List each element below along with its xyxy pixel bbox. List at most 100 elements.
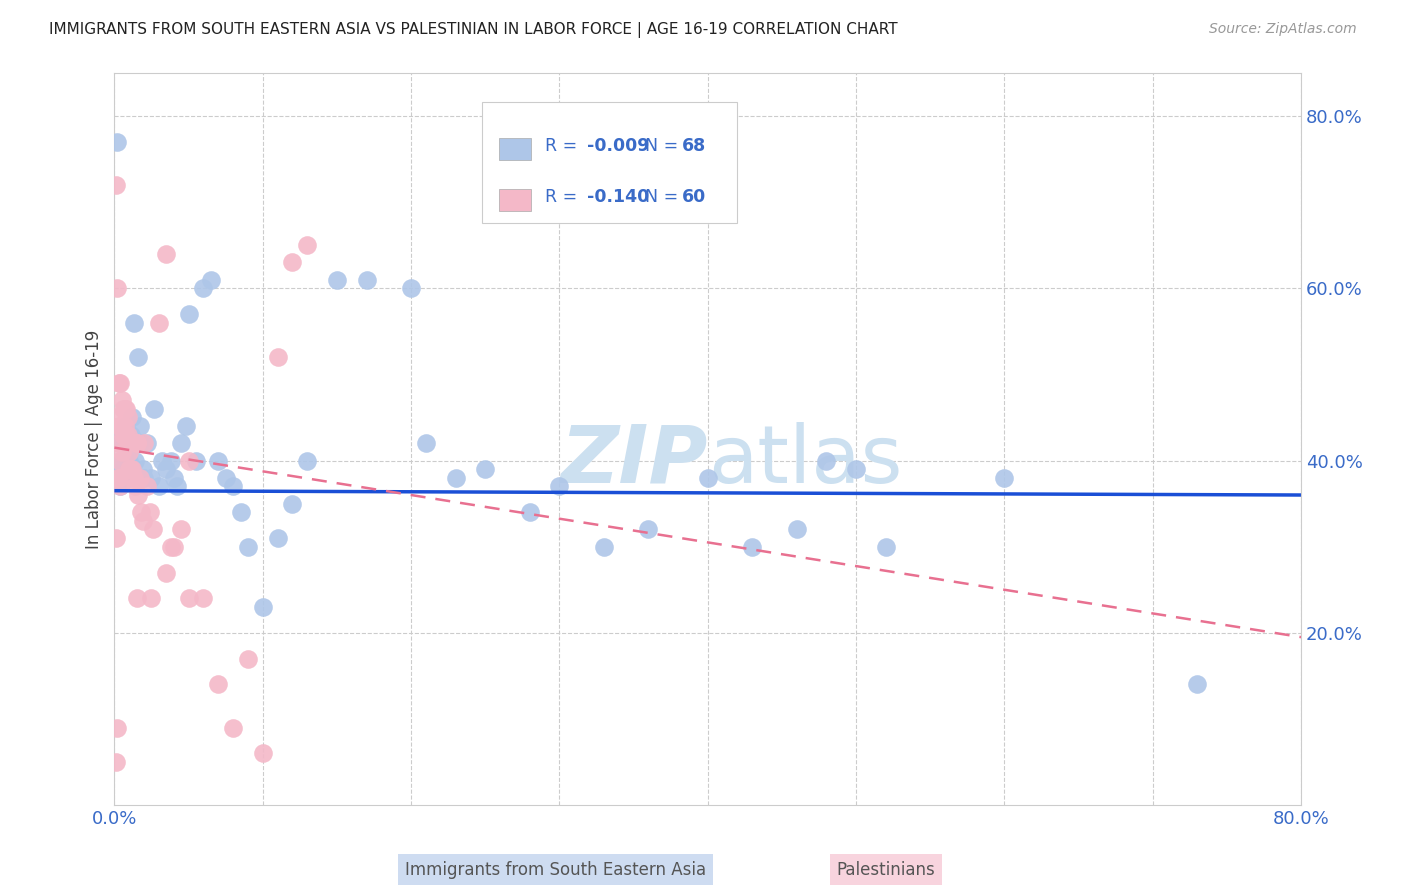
Point	[166, 479, 188, 493]
Point	[112, 462, 135, 476]
Point	[118, 471, 141, 485]
Point	[177, 307, 200, 321]
Point	[104, 178, 127, 192]
Point	[122, 471, 145, 485]
Point	[132, 436, 155, 450]
Text: 68: 68	[682, 136, 706, 154]
Point	[117, 427, 139, 442]
Point	[252, 747, 274, 761]
Point	[326, 273, 349, 287]
Point	[236, 540, 259, 554]
Point	[815, 453, 838, 467]
Point	[207, 453, 229, 467]
Point	[111, 427, 134, 442]
Point	[124, 479, 146, 493]
Point	[266, 350, 288, 364]
Point	[118, 453, 141, 467]
Point	[215, 471, 238, 485]
Point	[112, 427, 135, 442]
Point	[786, 523, 808, 537]
Point	[159, 540, 181, 554]
Text: Source: ZipAtlas.com: Source: ZipAtlas.com	[1209, 22, 1357, 37]
Point	[142, 523, 165, 537]
Point	[193, 281, 215, 295]
Point	[297, 238, 319, 252]
Point	[131, 514, 153, 528]
Point	[114, 401, 136, 416]
Point	[125, 591, 148, 606]
Point	[127, 488, 149, 502]
Point	[184, 453, 207, 467]
Point	[155, 566, 177, 580]
Point	[266, 531, 288, 545]
Point	[207, 677, 229, 691]
Point	[474, 462, 496, 476]
Point	[118, 445, 141, 459]
Point	[108, 436, 131, 450]
Point	[129, 436, 152, 450]
Point	[105, 281, 128, 295]
Text: 60: 60	[682, 187, 706, 206]
Point	[105, 721, 128, 735]
Point	[117, 410, 139, 425]
Text: N =: N =	[645, 187, 683, 206]
Point	[159, 453, 181, 467]
Point	[741, 540, 763, 554]
Point	[177, 453, 200, 467]
Point	[993, 471, 1015, 485]
Point	[136, 436, 159, 450]
Point	[111, 445, 134, 459]
Point	[120, 462, 142, 476]
Point	[593, 540, 616, 554]
Point	[127, 350, 149, 364]
Point	[148, 479, 170, 493]
Point	[121, 462, 143, 476]
Point	[163, 471, 186, 485]
FancyBboxPatch shape	[482, 103, 737, 223]
Point	[128, 471, 150, 485]
Point	[129, 505, 152, 519]
Point	[131, 462, 153, 476]
Point	[122, 316, 145, 330]
Point	[125, 436, 148, 450]
Text: N =: N =	[645, 136, 683, 154]
Point	[141, 471, 163, 485]
FancyBboxPatch shape	[499, 189, 531, 211]
Point	[193, 591, 215, 606]
Point	[125, 436, 148, 450]
Point	[170, 523, 193, 537]
Point	[114, 419, 136, 434]
Point	[110, 453, 132, 467]
Point	[875, 540, 897, 554]
Text: ZIP: ZIP	[561, 422, 707, 500]
Point	[120, 427, 142, 442]
Point	[124, 453, 146, 467]
Point	[121, 410, 143, 425]
Point	[104, 531, 127, 545]
Point	[222, 479, 245, 493]
Point	[141, 591, 163, 606]
Point	[229, 505, 252, 519]
FancyBboxPatch shape	[499, 138, 531, 160]
Point	[128, 419, 150, 434]
Point	[111, 419, 134, 434]
Point	[222, 721, 245, 735]
Point	[104, 755, 127, 769]
Point	[281, 497, 304, 511]
Point	[110, 479, 132, 493]
Point	[519, 505, 541, 519]
Point	[117, 445, 139, 459]
Y-axis label: In Labor Force | Age 16-19: In Labor Force | Age 16-19	[86, 329, 103, 549]
Point	[136, 479, 159, 493]
Point	[252, 599, 274, 614]
Point	[236, 651, 259, 665]
Point	[281, 255, 304, 269]
Point	[139, 505, 162, 519]
Point	[444, 471, 467, 485]
Point	[148, 316, 170, 330]
Point	[1187, 677, 1209, 691]
Point	[115, 427, 138, 442]
Point	[114, 436, 136, 450]
Point	[110, 419, 132, 434]
Text: R =: R =	[546, 136, 583, 154]
